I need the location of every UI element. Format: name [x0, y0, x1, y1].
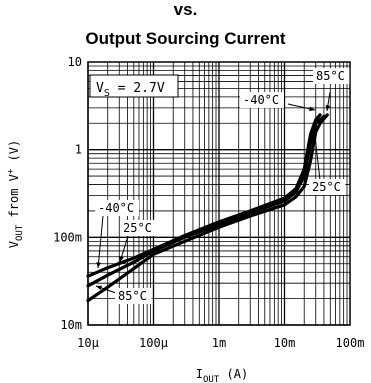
chart-title-line-1: vs. [173, 0, 198, 19]
x-tick-label: 10μ [77, 336, 99, 350]
annotations: 85°C -40°C 25°C -40°C 25°C 85°C [95, 68, 350, 304]
condition-text: VS = 2.7V [96, 81, 165, 99]
y-tick-label: 10 [68, 55, 82, 69]
series-annotation-label: 25°C [123, 221, 152, 235]
y-tick-label: 100m [53, 230, 82, 244]
annotation-arrowhead [309, 106, 315, 112]
y-tick-label: 1 [75, 143, 82, 157]
annotation-bg [313, 68, 350, 84]
annotation-arrowhead [312, 128, 317, 134]
annotation-bg [95, 200, 139, 216]
annotation-arrowhead [325, 105, 331, 111]
series-line-1 [86, 113, 322, 278]
annotation-bg [115, 288, 152, 304]
annotation-arrowhead [96, 285, 102, 291]
series-annotation-label: 85°C [118, 289, 147, 303]
x-tick-label: 1m [212, 336, 226, 350]
plot-frame [87, 61, 351, 326]
series-annotation-label: 25°C [312, 180, 341, 194]
series-line-2 [86, 114, 326, 288]
condition-box [89, 74, 179, 98]
annotation-bg [120, 220, 157, 236]
y-axis-label: VOUT from V+ (V) [6, 140, 25, 248]
chart-title-line-2: Output Sourcing Current [85, 29, 286, 48]
annotation-arrowhead [96, 262, 101, 268]
x-axis-label: IOUT (A) [196, 367, 248, 383]
annotation-leader [97, 215, 104, 269]
series-annotation-label: -40°C [98, 201, 134, 215]
annotation-arrowhead [119, 256, 124, 262]
series-annotation-label: -40°C [243, 93, 279, 107]
annotation-bg [240, 92, 284, 108]
annotation-leader [313, 127, 321, 181]
x-tick-label: 100μ [139, 336, 168, 350]
x-tick-label: 100m [336, 336, 365, 350]
series-annotation-label: 85°C [316, 69, 345, 83]
y-tick-label: 10m [60, 318, 82, 332]
tick-labels: 10μ 100μ 1m 10m 100m 10 1 100m 10m [53, 55, 364, 350]
x-tick-label: 10m [274, 336, 296, 350]
annotation-bg [309, 179, 346, 195]
